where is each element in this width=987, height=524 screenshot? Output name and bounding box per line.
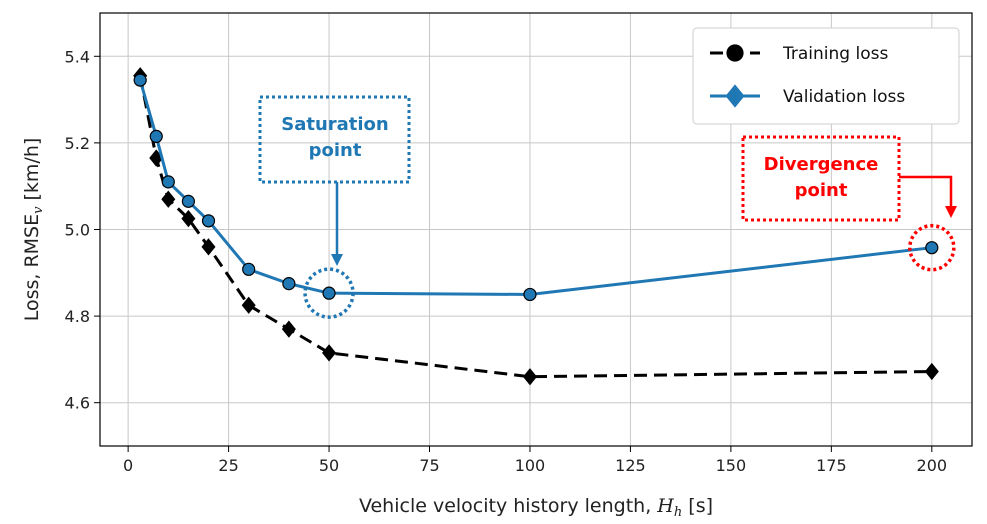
legend-label: Training loss [782, 44, 888, 64]
divergence-label: Divergence point [764, 154, 879, 201]
x-tick-label: 50 [319, 456, 339, 475]
data-point [322, 344, 337, 362]
saturation-arrow-head [331, 254, 343, 266]
saturation-label: Saturation point [281, 114, 389, 161]
data-point [523, 287, 537, 302]
series-line [138, 79, 932, 296]
data-point [201, 214, 216, 228]
data-point [161, 175, 175, 189]
data-point [181, 210, 196, 228]
saturation-box [258, 95, 411, 184]
series-training-loss [133, 67, 939, 386]
x-tick-label: 75 [419, 456, 439, 475]
x-tick-label: 150 [716, 456, 747, 475]
data-point [181, 194, 196, 208]
legend-marker [726, 44, 744, 62]
x-axis-title: Vehicle velocity history length, Hh [s] [359, 495, 713, 520]
data-point [322, 286, 336, 300]
data-point [161, 190, 176, 208]
x-tick-label: 100 [515, 456, 546, 475]
y-tick-label: 5.2 [65, 134, 90, 153]
x-tick-label: 125 [615, 456, 646, 475]
data-point [281, 320, 296, 338]
x-tick-label: 0 [123, 456, 133, 475]
series-validation-loss [133, 73, 939, 302]
legend: Training loss Validation loss [692, 27, 960, 125]
y-tick-label: 4.8 [65, 307, 90, 326]
divergence-box [741, 135, 901, 222]
x-tick-label: 25 [218, 456, 238, 475]
y-tick-label: 4.6 [65, 394, 90, 413]
data-point [201, 238, 216, 256]
divergence-arrow-line [899, 175, 953, 206]
divergence-circle [908, 223, 956, 272]
data-point [522, 368, 537, 386]
axis-ticks: 0 25 50 75 100 125 150 175 200 4.6 4.8 5.0 5.2 5.4 [65, 47, 948, 475]
y-tick-label: 5.4 [65, 47, 90, 66]
annotations: Saturation point Divergence point [258, 95, 957, 319]
data-point [242, 262, 256, 276]
data-point [282, 277, 296, 291]
y-axis-title: Loss, RMSEv [km/h] [21, 138, 46, 322]
legend-box [692, 27, 960, 125]
legend-marker [725, 84, 745, 108]
x-tick-label: 200 [917, 456, 948, 475]
x-tick-label: 175 [816, 456, 847, 475]
data-point [149, 129, 163, 144]
saturation-circle [303, 267, 355, 319]
data-point [925, 241, 939, 255]
y-tick-label: 5.0 [65, 221, 90, 240]
data-point [133, 73, 147, 87]
data-point [924, 362, 939, 381]
divergence-arrow-head [945, 206, 957, 218]
series-layer [133, 67, 939, 386]
data-point [241, 296, 256, 314]
legend-label: Validation loss [783, 87, 905, 107]
series-line [138, 75, 932, 379]
